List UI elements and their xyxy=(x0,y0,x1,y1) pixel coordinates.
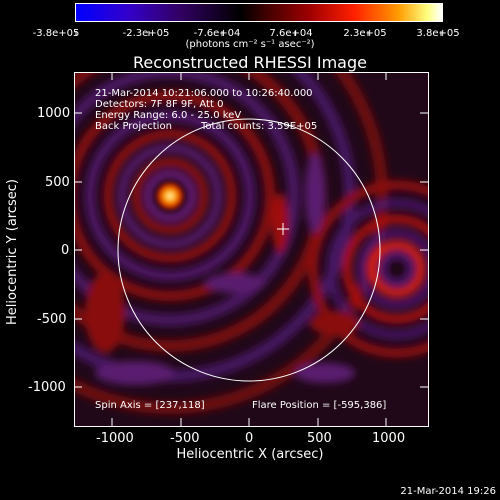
colorbar-tick-label: 7.6e+04 xyxy=(269,28,313,39)
spin-axis: Spin Axis = [237,118] xyxy=(95,400,205,411)
rhessi-image xyxy=(75,73,428,426)
x-axis-label: Heliocentric X (arcsec) xyxy=(176,447,324,462)
footer-date: 21-Mar-2014 19:26 xyxy=(400,486,496,497)
colorbar-tick-label: 3.8e+05 xyxy=(416,28,460,39)
x-tick-label: 0 xyxy=(245,431,254,446)
colorbar-tick-label: -7.6e+04 xyxy=(193,28,241,39)
solar-limb xyxy=(117,118,381,382)
x-tick-label: 1000 xyxy=(372,431,406,446)
colorbar-tick-marks xyxy=(75,21,443,36)
y-tick-label: 1000 xyxy=(37,106,71,121)
y-tick-label: 500 xyxy=(45,175,70,190)
x-tick-label: -1000 xyxy=(96,431,134,446)
x-tick-label: -500 xyxy=(170,431,200,446)
energy-range: Energy Range: 6.0 - 25.0 keV xyxy=(95,110,242,121)
plot-title: Reconstructed RHESSI Image xyxy=(133,53,367,72)
colorbar-tick-label: -3.8e+05 xyxy=(32,28,80,39)
method: Back Projection xyxy=(95,121,172,132)
y-tick-label: -1000 xyxy=(28,380,66,395)
y-tick-label: 0 xyxy=(61,243,70,258)
y-tick-label: -500 xyxy=(37,312,67,327)
total-counts: Total counts: 3.59E+05 xyxy=(201,121,318,132)
colorbar-tick-label: -2.3e+05 xyxy=(122,28,170,39)
time-range: 21-Mar-2014 10:21:06.000 to 10:26:40.000 xyxy=(95,88,313,99)
colorbar-tick-label: 2.3e+05 xyxy=(343,28,387,39)
detectors: Detectors: 7F 8F 9F, Att 0 xyxy=(95,99,224,110)
spin-axis-marker xyxy=(277,223,289,235)
flare-position: Flare Position = [-595,386] xyxy=(252,400,387,411)
y-axis-label: Heliocentric Y (arcsec) xyxy=(5,179,20,325)
colorbar-units: (photons cm⁻² s⁻¹ asec⁻²) xyxy=(185,39,315,50)
axis-tick-marks xyxy=(74,72,429,427)
colorbar xyxy=(75,3,443,22)
x-tick-label: 500 xyxy=(307,431,332,446)
